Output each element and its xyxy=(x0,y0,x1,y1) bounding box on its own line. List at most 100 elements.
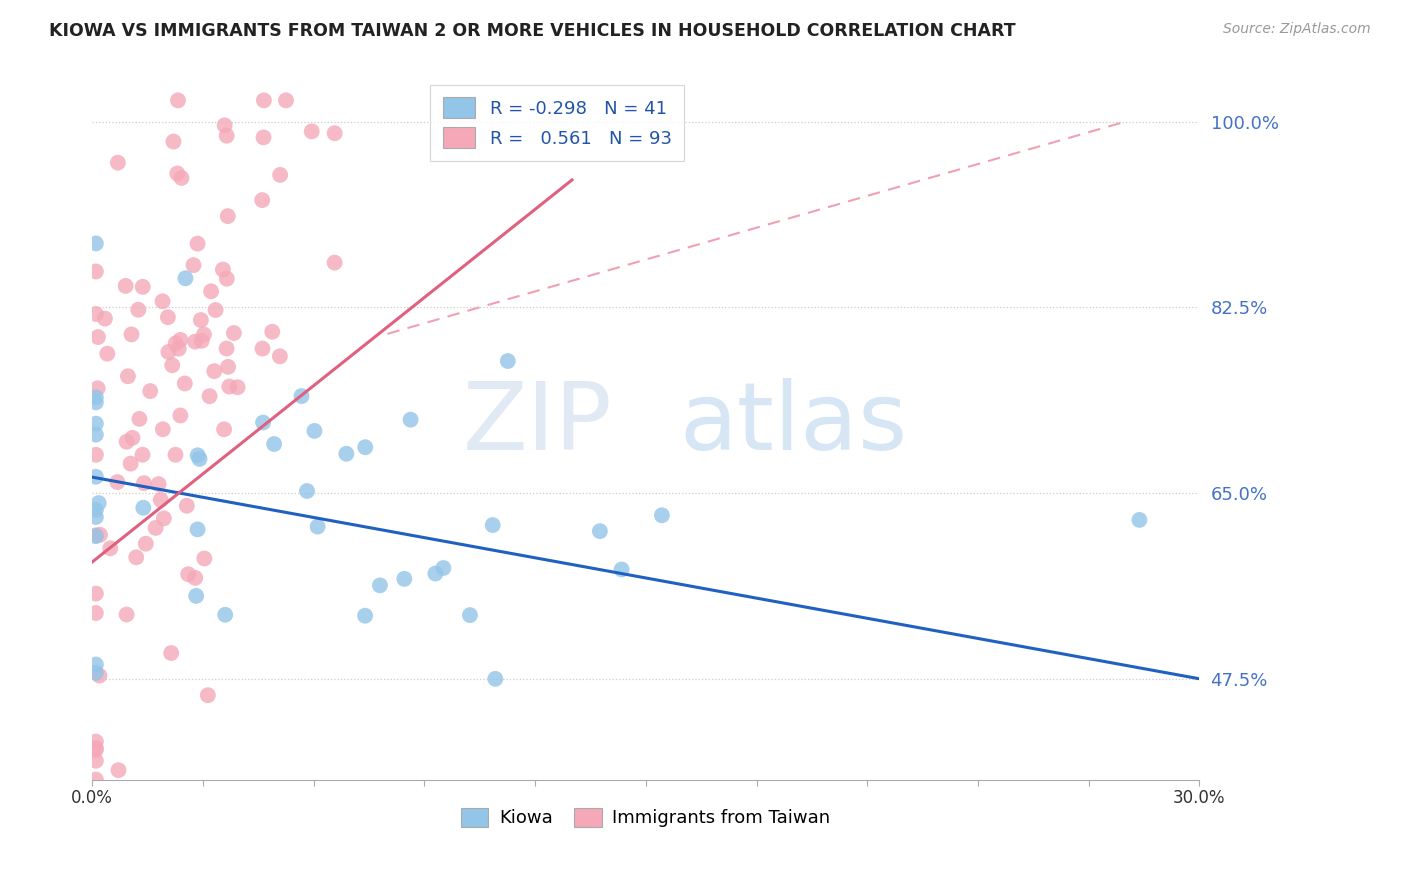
Point xyxy=(84,264,107,278)
Point xyxy=(84,390,107,404)
Point xyxy=(269,168,291,182)
Point xyxy=(187,522,209,536)
Point xyxy=(165,336,187,351)
Point xyxy=(215,342,238,356)
Point xyxy=(187,448,209,462)
Point xyxy=(84,427,107,442)
Point xyxy=(252,416,274,430)
Point xyxy=(131,448,153,462)
Point xyxy=(89,528,111,542)
Point xyxy=(170,170,193,185)
Point xyxy=(132,500,155,515)
Point xyxy=(96,347,118,361)
Point xyxy=(217,359,239,374)
Point xyxy=(135,537,157,551)
Point xyxy=(157,345,180,359)
Point xyxy=(89,668,111,682)
Point xyxy=(84,586,107,600)
Point xyxy=(152,294,174,309)
Point xyxy=(165,448,187,462)
Point xyxy=(252,130,274,145)
Point xyxy=(269,349,291,363)
Point xyxy=(323,126,346,140)
Point xyxy=(169,333,191,347)
Point xyxy=(84,510,107,524)
Point xyxy=(125,550,148,565)
Point xyxy=(274,94,297,108)
Point xyxy=(84,665,107,680)
Point xyxy=(222,326,245,340)
Point xyxy=(84,236,107,251)
Point xyxy=(115,434,138,449)
Point xyxy=(481,518,503,533)
Point xyxy=(186,589,208,603)
Point xyxy=(173,376,195,391)
Point xyxy=(218,379,240,393)
Point xyxy=(84,469,107,483)
Point xyxy=(84,741,107,756)
Point xyxy=(107,155,129,169)
Point xyxy=(176,499,198,513)
Point xyxy=(84,772,107,787)
Point xyxy=(212,262,235,277)
Point xyxy=(432,561,454,575)
Point xyxy=(190,313,212,327)
Point xyxy=(204,303,226,318)
Point xyxy=(304,424,326,438)
Point xyxy=(117,369,139,384)
Point xyxy=(148,477,170,491)
Point xyxy=(323,255,346,269)
Point xyxy=(301,124,323,138)
Point xyxy=(84,754,107,768)
Point xyxy=(139,384,162,398)
Point xyxy=(214,119,236,133)
Point xyxy=(399,413,422,427)
Point xyxy=(354,440,377,454)
Point xyxy=(217,209,239,223)
Point xyxy=(394,572,416,586)
Point xyxy=(114,279,136,293)
Point xyxy=(84,529,107,543)
Point xyxy=(84,395,107,409)
Point xyxy=(589,524,612,538)
Point xyxy=(160,646,183,660)
Point xyxy=(368,578,391,592)
Point xyxy=(167,94,190,108)
Point xyxy=(197,688,219,702)
Text: ZIP: ZIP xyxy=(463,378,613,470)
Point xyxy=(458,608,481,623)
Point xyxy=(190,334,212,348)
Point xyxy=(132,280,155,294)
Point xyxy=(84,743,107,757)
Point xyxy=(86,381,108,395)
Point xyxy=(193,551,215,566)
Point xyxy=(166,166,188,180)
Point xyxy=(84,503,107,517)
Point xyxy=(610,562,633,576)
Point xyxy=(184,334,207,349)
Point xyxy=(496,354,519,368)
Point xyxy=(250,193,273,207)
Point xyxy=(187,236,209,251)
Point xyxy=(98,541,121,556)
Point xyxy=(156,310,179,325)
Point xyxy=(174,271,197,285)
Point xyxy=(263,437,285,451)
Point xyxy=(84,417,107,431)
Point xyxy=(200,285,222,299)
Point xyxy=(335,447,357,461)
Point xyxy=(152,422,174,436)
Point xyxy=(167,342,190,356)
Text: atlas: atlas xyxy=(679,378,907,470)
Point xyxy=(107,763,129,777)
Point xyxy=(425,566,447,581)
Point xyxy=(84,734,107,748)
Point xyxy=(84,657,107,672)
Point xyxy=(215,271,238,285)
Point xyxy=(128,412,150,426)
Point xyxy=(84,448,107,462)
Point xyxy=(105,475,128,489)
Point xyxy=(177,567,200,582)
Point xyxy=(169,409,191,423)
Point xyxy=(153,511,176,525)
